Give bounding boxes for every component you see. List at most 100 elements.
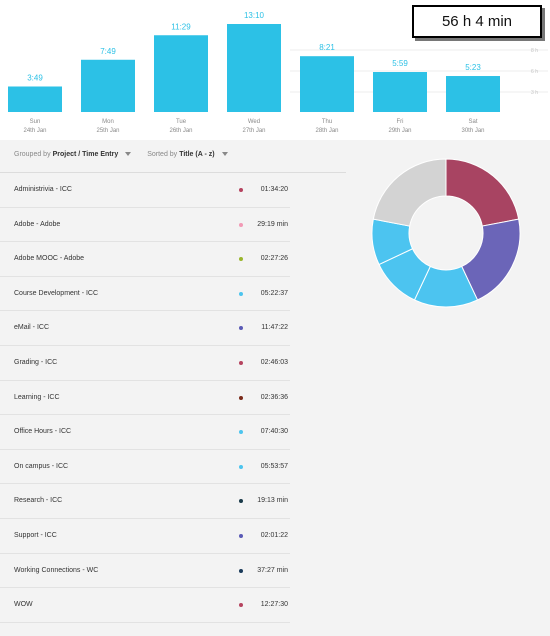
- divider: [0, 172, 346, 173]
- entry-title: Adobe MOOC - Adobe: [14, 255, 85, 263]
- entry-duration: 05:53:57: [260, 462, 288, 470]
- list-item[interactable]: Research - ICC 19:13 min: [0, 484, 290, 519]
- bar[interactable]: [81, 59, 135, 112]
- entry-duration: 02:01:22: [260, 531, 288, 539]
- entry-title: Office Hours - ICC: [14, 428, 72, 436]
- grouped-by-prefix: Grouped by: [14, 150, 51, 158]
- donut-slice[interactable]: [445, 158, 520, 227]
- bar-value-label: 3:49: [27, 73, 43, 82]
- entry-title: Grading - ICC: [14, 358, 58, 366]
- entry-duration: 01:34:20: [260, 186, 288, 193]
- bar-value-label: 7:49: [100, 47, 116, 56]
- day-label: Wed: [248, 119, 260, 125]
- total-time-value: 56 h 4 min: [441, 13, 513, 30]
- color-dot-icon: [239, 533, 243, 538]
- color-dot-icon: [239, 499, 243, 504]
- date-label: 24th Jan: [23, 128, 46, 134]
- bar[interactable]: [446, 76, 500, 112]
- list-item[interactable]: Adobe - Adobe 29:19 min: [0, 208, 290, 243]
- list-item[interactable]: Working Connections - WC 37:27 min: [0, 554, 290, 589]
- list-item[interactable]: WOW 12:27:30: [0, 588, 290, 623]
- day-label: Tue: [176, 119, 187, 125]
- entry-title: Course Development - ICC: [14, 289, 99, 297]
- day-label: Mon: [102, 119, 114, 125]
- color-dot-icon: [239, 395, 243, 400]
- list-item[interactable]: Course Development - ICC 05:22:37: [0, 277, 290, 312]
- entry-title: Adobe - Adobe: [14, 220, 61, 228]
- time-entry-list: Administrivia - ICC 01:34:20 Adobe - Adobe…: [0, 173, 290, 623]
- entry-duration: 11:47:22: [261, 324, 288, 332]
- date-label: 26th Jan: [169, 128, 192, 134]
- bar[interactable]: [227, 24, 281, 112]
- bar[interactable]: [300, 56, 354, 112]
- date-label: 30th Jan: [461, 128, 484, 134]
- color-dot-icon: [239, 603, 243, 608]
- total-time-badge: 56 h 4 min: [412, 5, 542, 38]
- grouped-by-value: Project / Time Entry: [52, 150, 119, 158]
- entry-duration: 05:22:37: [260, 289, 288, 297]
- bar-chart-svg: 8 h 6 h 3 h 3:49 Sun 24th Jan 7:49 Mon 25th Jan 1…: [8, 11, 548, 134]
- list-item[interactable]: eMail - ICC 11:47:22: [0, 311, 290, 346]
- color-dot-icon: [239, 568, 243, 573]
- entry-duration: 07:40:30: [260, 428, 288, 436]
- donut-slice[interactable]: [372, 158, 447, 227]
- list-item[interactable]: Grading - ICC 02:46:03: [0, 346, 290, 381]
- entry-duration: 12:27:30: [260, 601, 288, 609]
- bar[interactable]: [373, 72, 427, 112]
- list-item[interactable]: Learning - ICC 02:36:36: [0, 381, 290, 416]
- entry-title: eMail - ICC: [14, 324, 50, 332]
- list-controls: Grouped by Project / Time Entry Sorted b…: [14, 148, 228, 160]
- entry-duration: 02:36:36: [260, 393, 288, 401]
- date-label: 27th Jan: [242, 128, 265, 134]
- bar[interactable]: [154, 35, 208, 112]
- list-item[interactable]: Office Hours - ICC 07:40:30: [0, 415, 290, 450]
- date-label: 29th Jan: [388, 128, 411, 134]
- list-item[interactable]: On campus - ICC 05:53:57: [0, 450, 290, 485]
- y-tick-label: 3 h: [531, 90, 538, 96]
- day-label: Sun: [30, 119, 41, 125]
- bar-value-label: 5:23: [465, 63, 481, 72]
- project-donut-chart: [371, 158, 521, 308]
- entry-duration: 02:46:03: [260, 358, 288, 366]
- entry-duration: 02:27:26: [260, 255, 288, 263]
- chevron-down-icon: [125, 152, 132, 156]
- bar[interactable]: [8, 86, 62, 112]
- color-dot-icon: [239, 464, 243, 469]
- bar-value-label: 5:59: [392, 59, 408, 68]
- sorted-by-value: Title (A - z): [179, 150, 215, 158]
- sorted-by-prefix: Sorted by: [147, 150, 178, 158]
- entry-duration: 37:27 min: [257, 566, 288, 574]
- entry-title: On campus - ICC: [14, 462, 69, 470]
- grouped-by-dropdown[interactable]: Grouped by Project / Time Entry: [14, 148, 132, 160]
- bar-value-label: 8:21: [319, 43, 335, 52]
- day-label: Fri: [397, 119, 404, 125]
- date-label: 28th Jan: [315, 128, 338, 134]
- entry-title: Administrivia - ICC: [14, 186, 72, 193]
- color-dot-icon: [239, 430, 243, 435]
- entry-duration: 19:13 min: [257, 497, 288, 505]
- bar-value-label: 13:10: [244, 11, 265, 20]
- color-dot-icon: [239, 188, 243, 192]
- sorted-by-dropdown[interactable]: Sorted by Title (A - z): [147, 148, 228, 160]
- list-item[interactable]: Administrivia - ICC 01:34:20: [0, 173, 290, 208]
- entry-duration: 29:19 min: [257, 220, 288, 228]
- y-tick-label: 6 h: [531, 69, 538, 75]
- entry-title: Support - ICC: [14, 531, 57, 539]
- color-dot-icon: [239, 360, 243, 365]
- entry-title: Research - ICC: [14, 497, 63, 505]
- entry-title: WOW: [14, 601, 33, 609]
- list-item[interactable]: Adobe MOOC - Adobe 02:27:26: [0, 242, 290, 277]
- color-dot-icon: [239, 222, 243, 227]
- entry-title: Working Connections - WC: [14, 566, 99, 574]
- date-label: 25th Jan: [96, 128, 119, 134]
- entry-title: Learning - ICC: [14, 393, 60, 401]
- bar-value-label: 11:29: [171, 22, 191, 31]
- day-label: Thu: [322, 119, 332, 125]
- chevron-down-icon: [221, 152, 228, 156]
- list-item[interactable]: Support - ICC 02:01:22: [0, 519, 290, 554]
- color-dot-icon: [239, 326, 243, 331]
- y-tick-label: 8 h: [531, 48, 538, 54]
- color-dot-icon: [239, 257, 243, 262]
- day-label: Sat: [468, 119, 477, 125]
- color-dot-icon: [239, 291, 243, 296]
